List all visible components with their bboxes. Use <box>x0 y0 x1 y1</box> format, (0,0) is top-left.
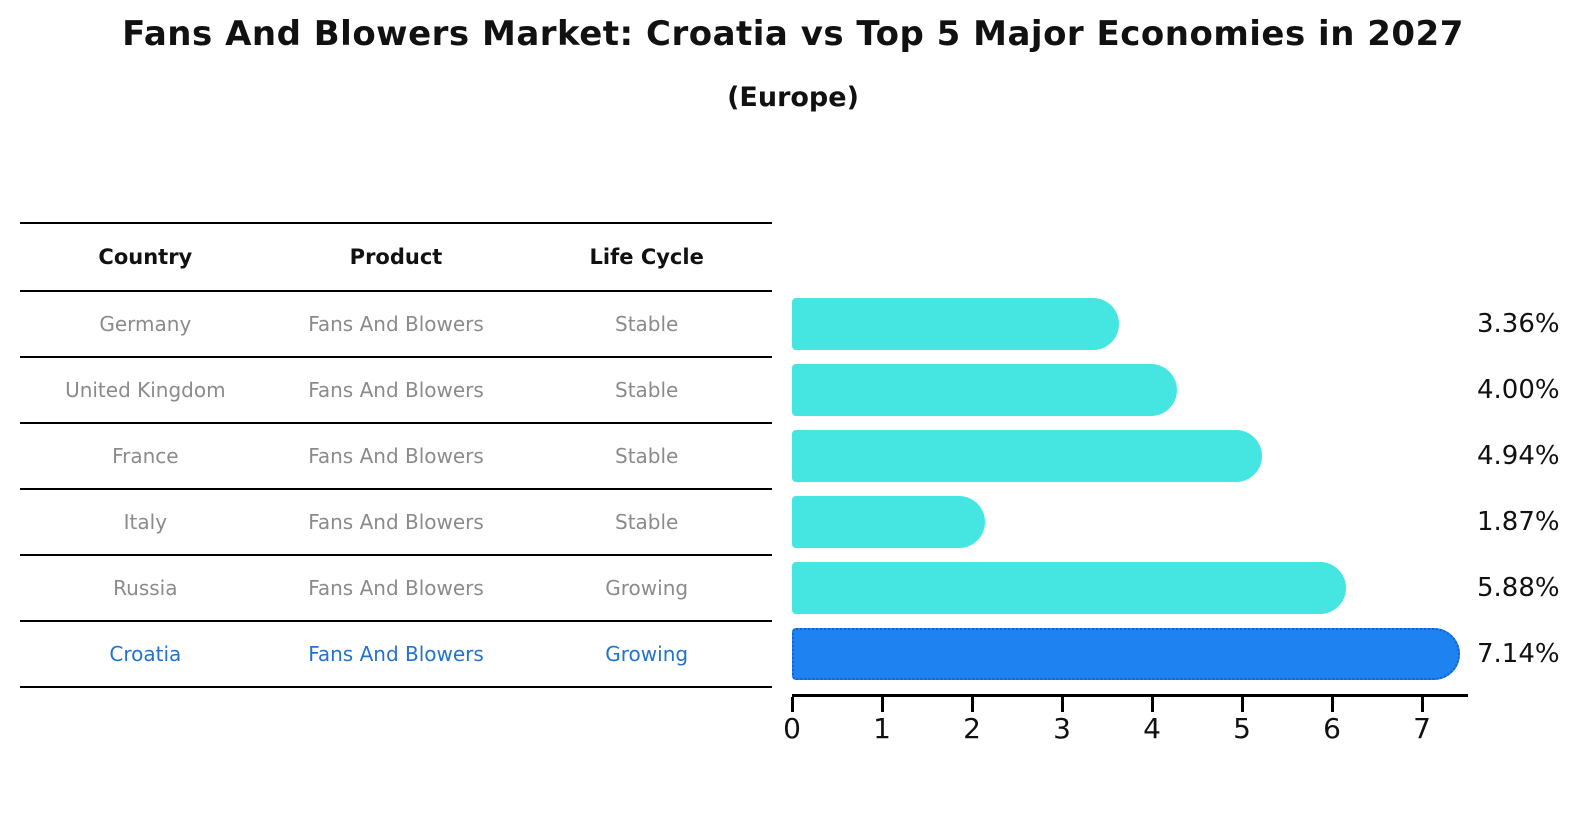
value-label: 4.00% <box>1477 375 1560 405</box>
bar-germany <box>792 298 1120 350</box>
cell-lifecycle: Stable <box>615 312 679 336</box>
cell-lifecycle: Growing <box>605 576 689 600</box>
cell-lifecycle: Stable <box>615 444 679 468</box>
x-axis-tick-label: 5 <box>1233 712 1251 745</box>
column-header-lifecycle: Life Cycle <box>589 245 704 269</box>
table-row: Croatia Fans And Blowers Growing <box>20 622 772 688</box>
cell-country: Croatia <box>109 642 182 666</box>
value-label: 4.94% <box>1477 441 1560 471</box>
cell-product: Fans And Blowers <box>308 642 484 666</box>
cell-product: Fans And Blowers <box>308 510 484 534</box>
x-axis-tick <box>1330 697 1334 712</box>
x-axis-tick-label: 6 <box>1323 712 1341 745</box>
table-header-row: Country Product Life Cycle <box>20 224 772 292</box>
chart-title: Fans And Blowers Market: Croatia vs Top … <box>122 14 1464 54</box>
table-row: France Fans And Blowers Stable <box>20 424 772 490</box>
cell-product: Fans And Blowers <box>308 378 484 402</box>
x-axis-tick-label: 7 <box>1413 712 1431 745</box>
x-axis-tick <box>1150 697 1154 712</box>
table-body: Germany Fans And Blowers Stable United K… <box>20 292 772 688</box>
cell-country: Germany <box>99 312 192 336</box>
cell-product: Fans And Blowers <box>308 312 484 336</box>
cell-lifecycle: Stable <box>615 378 679 402</box>
x-axis-tick-label: 2 <box>963 712 981 745</box>
table-row: Russia Fans And Blowers Growing <box>20 556 772 622</box>
cell-country: Russia <box>113 576 178 600</box>
comparison-table: Country Product Life Cycle Germany Fans … <box>20 222 772 688</box>
x-axis-tick-label: 4 <box>1143 712 1161 745</box>
table-row: Germany Fans And Blowers Stable <box>20 292 772 358</box>
bar-france <box>792 430 1262 482</box>
x-axis-tick-label: 3 <box>1053 712 1071 745</box>
x-axis-tick <box>1060 697 1064 712</box>
cell-lifecycle: Stable <box>615 510 679 534</box>
bar-croatia <box>792 628 1460 680</box>
cell-country: United Kingdom <box>65 378 226 402</box>
x-axis-tick <box>880 697 884 712</box>
value-label: 1.87% <box>1477 507 1560 537</box>
cell-product: Fans And Blowers <box>308 444 484 468</box>
cell-country: Italy <box>123 510 168 534</box>
x-axis-tick-label: 0 <box>783 712 801 745</box>
cell-product: Fans And Blowers <box>308 576 484 600</box>
bar-united-kingdom <box>792 364 1177 416</box>
column-header-country: Country <box>98 245 193 269</box>
bar-italy <box>792 496 986 548</box>
x-axis-tick-label: 1 <box>873 712 891 745</box>
value-label: 7.14% <box>1477 639 1560 669</box>
chart-subtitle: (Europe) <box>727 82 859 113</box>
x-axis-line <box>792 694 1468 697</box>
value-label: 3.36% <box>1477 309 1560 339</box>
table-row: Italy Fans And Blowers Stable <box>20 490 772 556</box>
x-axis-tick <box>970 697 974 712</box>
cell-country: France <box>112 444 179 468</box>
x-axis-tick <box>1240 697 1244 712</box>
value-label: 5.88% <box>1477 573 1560 603</box>
x-axis-tick <box>1420 697 1424 712</box>
x-axis-tick <box>790 697 794 712</box>
table-row: United Kingdom Fans And Blowers Stable <box>20 358 772 424</box>
cell-lifecycle: Growing <box>605 642 689 666</box>
bar-russia <box>792 562 1347 614</box>
column-header-product: Product <box>349 245 443 269</box>
